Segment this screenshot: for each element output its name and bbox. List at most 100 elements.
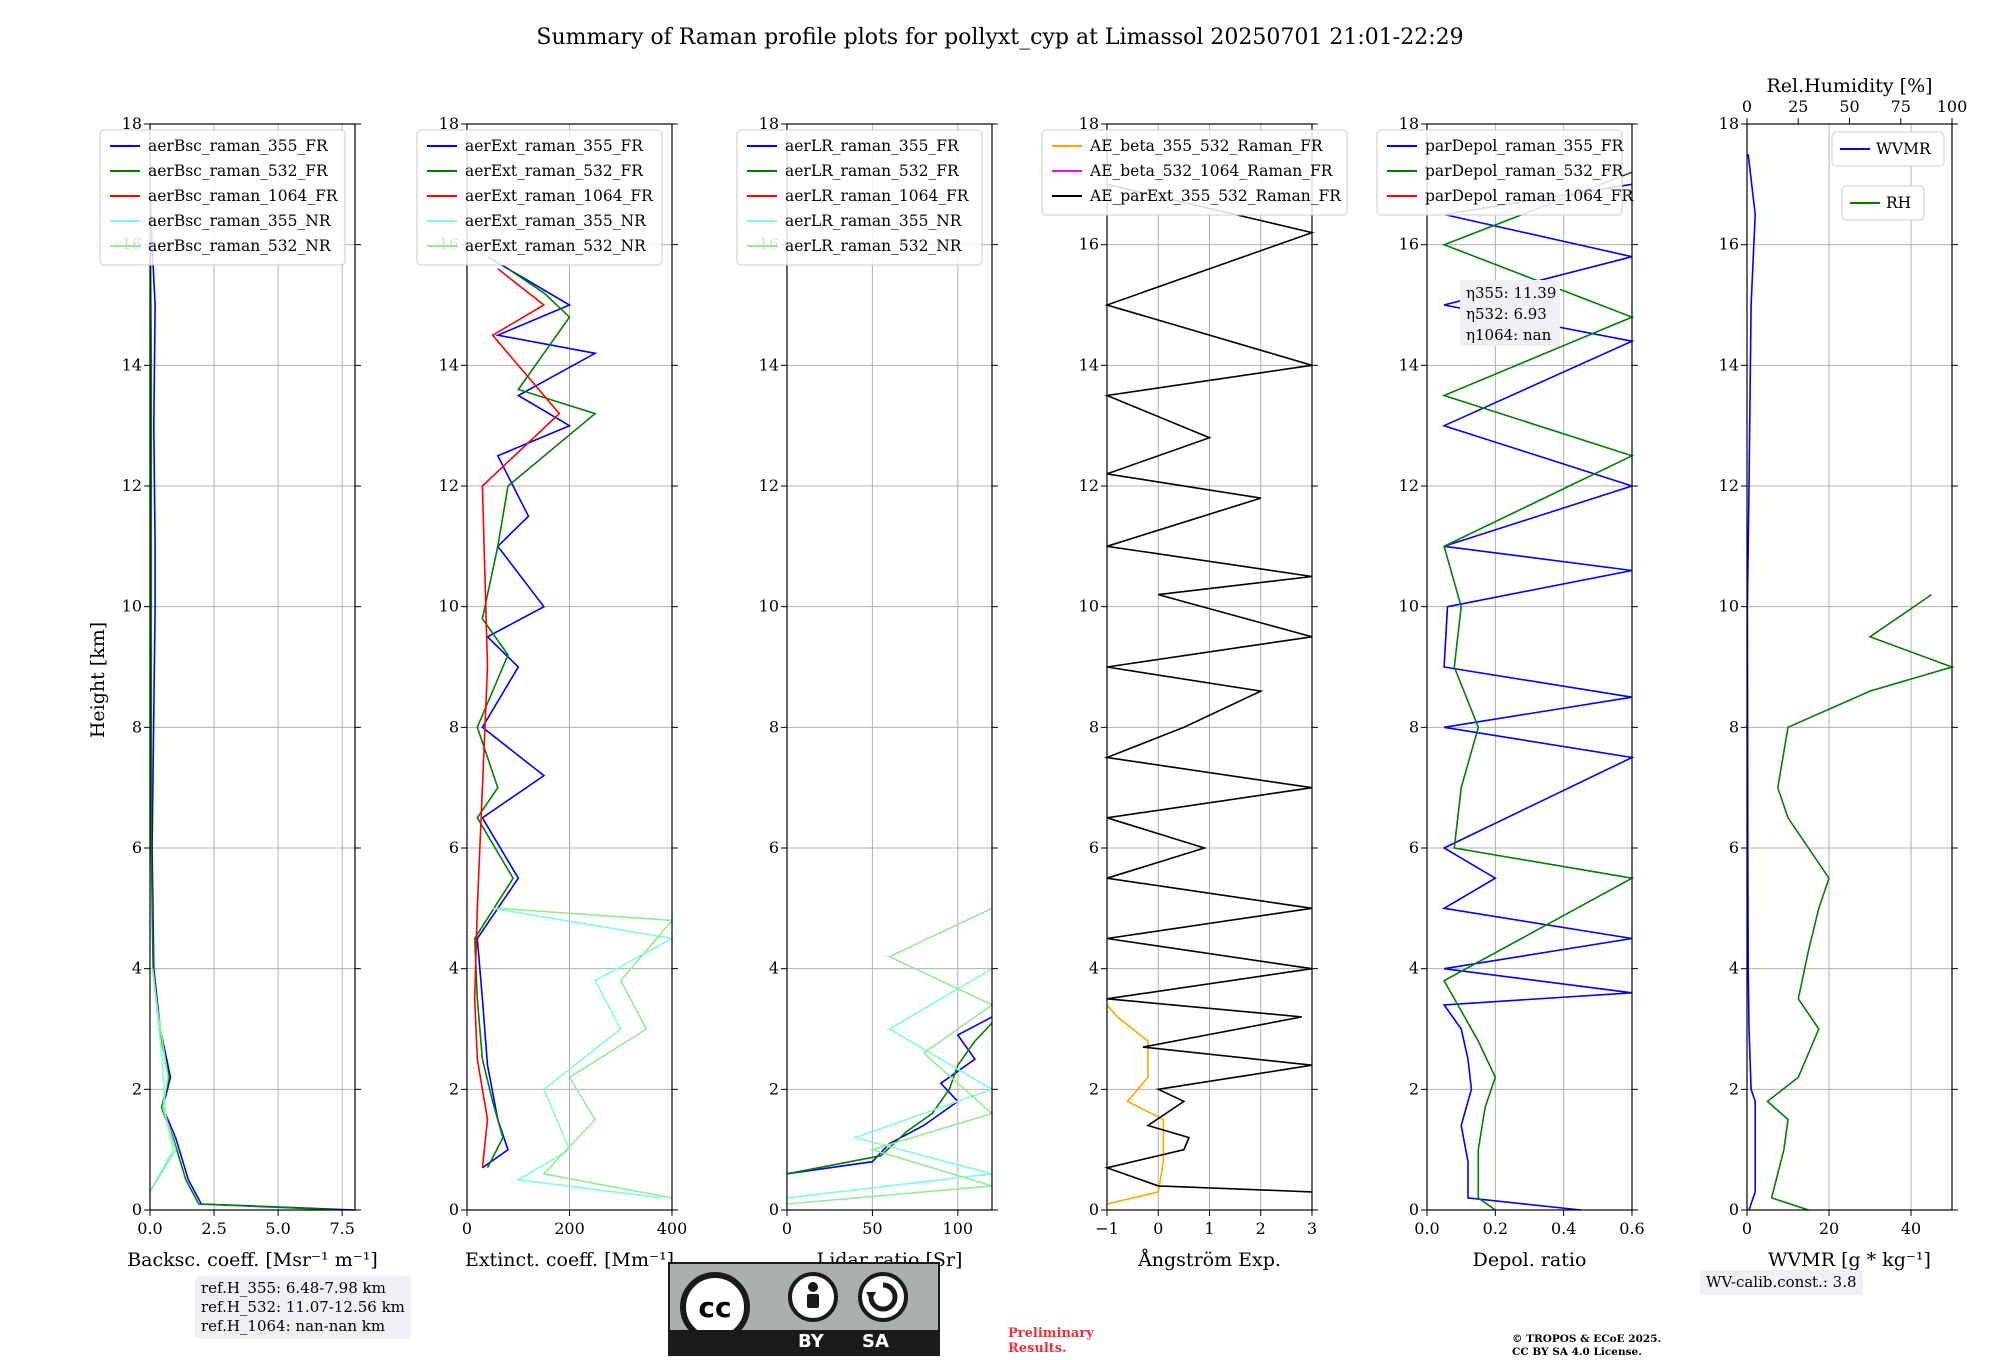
legend-entry: aerBsc_raman_355_NR [148, 212, 332, 230]
ref-line: ref.H_355: 6.48-7.98 km [201, 1279, 386, 1297]
x2-tick-label: 50 [1839, 97, 1859, 116]
preliminary-note: Preliminary Results. [1008, 1326, 1094, 1356]
y-tick-label: 2 [769, 1079, 779, 1098]
y-tick-label: 18 [1079, 114, 1099, 133]
ref-line: ref.H_532: 11.07-12.56 km [201, 1298, 405, 1316]
legend-entry: AE_beta_355_532_Raman_FR [1089, 137, 1324, 155]
series-line-1 [1106, 1004, 1165, 1205]
series-line-2 [473, 268, 597, 1169]
x-axis-label: Backsc. coeff. [Msr⁻¹ m⁻¹] [127, 1249, 378, 1271]
y-tick-label: 8 [1089, 717, 1099, 736]
x-tick-label: 0 [1742, 1219, 1752, 1238]
y-tick-label: 10 [1079, 597, 1099, 616]
x-tick-label: 0 [1153, 1219, 1163, 1238]
y-tick-label: 12 [122, 476, 142, 495]
x-tick-label: 0.0 [137, 1219, 162, 1238]
plot-frame [786, 123, 993, 1211]
series-line-1 [1441, 183, 1635, 1211]
eta-annotation: η1064: nan [1466, 326, 1552, 344]
x2-tick-label: 25 [1788, 97, 1808, 116]
y-tick-label: 16 [1399, 235, 1419, 254]
y-tick-label: 0 [1729, 1200, 1739, 1219]
plot-frame [1426, 123, 1633, 1211]
legend-entry: aerBsc_raman_1064_FR [148, 187, 339, 205]
series-line-1 [149, 184, 356, 1211]
x-tick-label: 40 [1901, 1219, 1921, 1238]
license-band [670, 1330, 938, 1354]
by-label: BY [798, 1331, 824, 1352]
y-tick-label: 2 [449, 1079, 459, 1098]
figure-title: Summary of Raman profile plots for polly… [536, 25, 1463, 50]
x-tick-label: 200 [554, 1219, 585, 1238]
series-line-3 [473, 268, 561, 1168]
y-tick-label: 18 [439, 114, 459, 133]
y-tick-label: 4 [449, 959, 459, 978]
y-tick-label: 18 [1719, 114, 1739, 133]
y-tick-label: 4 [132, 959, 142, 978]
legend-entry: aerExt_raman_532_FR [465, 162, 644, 180]
y-tick-label: 18 [759, 114, 779, 133]
legend-entry: aerExt_raman_1064_FR [465, 187, 654, 205]
y-tick-label: 0 [132, 1200, 142, 1219]
x-tick-label: −1 [1095, 1219, 1119, 1238]
y-tick-label: 6 [1089, 838, 1099, 857]
legend-entry: aerLR_raman_532_FR [785, 162, 960, 180]
y-tick-label: 14 [122, 355, 142, 374]
plot-frame [1746, 123, 1953, 1211]
legend-box [416, 129, 663, 266]
y-tick-label: 14 [1719, 355, 1739, 374]
eta-annotation: η532: 6.93 [1466, 305, 1547, 323]
legend-entry: aerLR_raman_355_NR [785, 212, 963, 230]
legend-entry: aerLR_raman_355_FR [785, 137, 960, 155]
series-line-1 [1746, 154, 1757, 1211]
x-tick-label: 0 [782, 1219, 792, 1238]
y-tick-label: 0 [769, 1200, 779, 1219]
preliminary-line: Results. [1008, 1341, 1067, 1356]
y-tick-label: 18 [122, 114, 142, 133]
share-alike-icon [858, 1272, 908, 1322]
y-tick-label: 6 [449, 838, 459, 857]
legend-entry: aerLR_raman_532_NR [785, 237, 963, 255]
legend-entry: aerExt_raman_355_FR [465, 137, 644, 155]
y-tick-label: 8 [1409, 717, 1419, 736]
y-tick-label: 12 [759, 476, 779, 495]
x-tick-label: 0.2 [1483, 1219, 1508, 1238]
wv-calib-box: WV-calib.const.: 3.8 [1700, 1270, 1863, 1295]
cc-license-badge[interactable]: cc BY SA [668, 1262, 940, 1356]
y-tick-label: 0 [1409, 1200, 1419, 1219]
y-tick-label: 18 [1399, 114, 1419, 133]
legend-box [1376, 129, 1623, 216]
copyright-line: CC BY SA 4.0 License. [1512, 1346, 1642, 1358]
legend-entry: aerExt_raman_355_NR [465, 212, 647, 230]
legend-box [1841, 185, 1925, 221]
y-tick-label: 14 [759, 355, 779, 374]
sa-label: SA [862, 1331, 889, 1352]
wv-calib-text: WV-calib.const.: 3.8 [1706, 1273, 1857, 1291]
y-tick-label: 10 [439, 597, 459, 616]
series-line-5 [786, 907, 994, 1205]
series-line-1 [786, 1016, 993, 1175]
legend-box [99, 129, 346, 266]
y-tick-label: 16 [1079, 235, 1099, 254]
x-tick-label: 0.4 [1551, 1219, 1576, 1238]
legend-entry: aerBsc_raman_532_NR [148, 237, 332, 255]
series-line-2 [1766, 593, 1955, 1211]
x-tick-label: 0.0 [1414, 1219, 1439, 1238]
plot-frame [149, 123, 356, 1211]
legend-entry: aerBsc_raman_355_FR [148, 137, 329, 155]
legend-entry: aerBsc_raman_532_FR [148, 162, 329, 180]
y-tick-label: 2 [1729, 1079, 1739, 1098]
x-tick-label: 2 [1256, 1219, 1266, 1238]
legend-entry: AE_beta_532_1064_Raman_FR [1089, 162, 1334, 180]
copyright-line: © TROPOS & ECoE 2025. [1512, 1333, 1662, 1345]
cc-logo-icon: cc [680, 1272, 750, 1342]
series-line-2 [1441, 171, 1635, 1211]
y-axis-label: Height [km] [87, 622, 109, 738]
y-tick-label: 12 [1719, 476, 1739, 495]
y-tick-label: 2 [132, 1079, 142, 1098]
x-tick-label: 5.0 [265, 1219, 290, 1238]
preliminary-line: Preliminary [1008, 1326, 1094, 1341]
x-tick-label: 100 [943, 1219, 974, 1238]
